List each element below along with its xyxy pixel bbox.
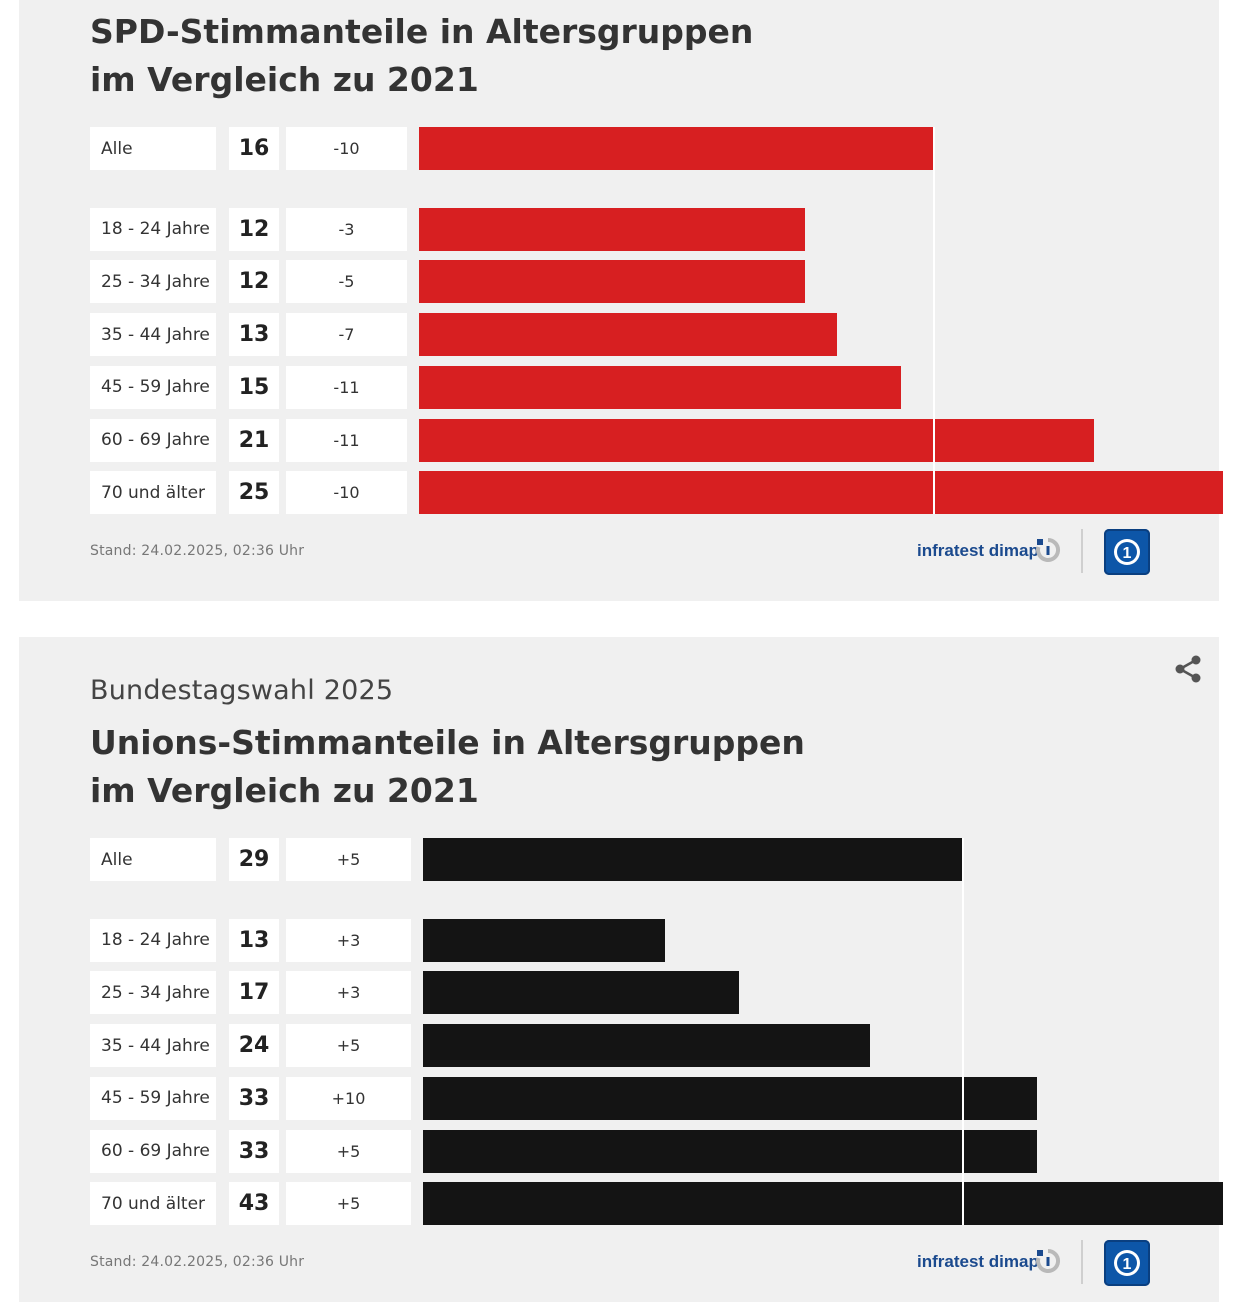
value-label: 12 [229, 260, 279, 304]
category-label: 18 - 24 Jahre [90, 918, 216, 962]
category-label: 70 und älter [90, 1182, 216, 1226]
category-label: 25 - 34 Jahre [90, 260, 216, 304]
svg-text:1: 1 [1123, 1256, 1132, 1273]
stand-timestamp: Stand: 24.02.2025, 02:36 Uhr [90, 543, 305, 559]
logo-divider [1081, 529, 1083, 573]
chart-row: 18 - 24 Jahre 12 -3 [90, 207, 1223, 251]
change-label: -5 [286, 260, 407, 304]
chart-title-line: im Vergleich zu 2021 [90, 771, 479, 810]
change-label: +3 [286, 918, 411, 962]
value-label: 25 [229, 471, 279, 515]
tagesschau-icon: 1 [1104, 1240, 1150, 1286]
bar [419, 127, 934, 170]
chart-row: 60 - 69 Jahre 33 +5 [90, 1129, 1223, 1173]
change-label: +5 [286, 1129, 411, 1173]
svg-text:1: 1 [1123, 545, 1132, 562]
category-label: 45 - 59 Jahre [90, 365, 216, 409]
bar [423, 1182, 1223, 1226]
change-label: -11 [286, 418, 407, 462]
chart-row: 25 - 34 Jahre 12 -5 [90, 260, 1223, 304]
chart-row: 35 - 44 Jahre 24 +5 [90, 1024, 1223, 1068]
tagesschau-icon: 1 [1104, 529, 1150, 575]
spd-chart-panel: SPD-Stimmanteile in Altersgruppen im Ver… [19, 0, 1223, 601]
bar [423, 918, 665, 962]
change-label: -7 [286, 313, 407, 357]
category-label: 35 - 44 Jahre [90, 313, 216, 357]
change-label: +10 [286, 1076, 411, 1120]
value-label: 16 [229, 127, 279, 170]
chart-row: 60 - 69 Jahre 21 -11 [90, 418, 1223, 462]
bar [419, 418, 1095, 462]
value-label: 29 [229, 838, 279, 881]
bar [423, 838, 963, 881]
value-label: 17 [229, 971, 279, 1015]
stand-timestamp: Stand: 24.02.2025, 02:36 Uhr [90, 1254, 305, 1270]
chart-row: Alle 16 -10 [90, 127, 1223, 170]
chart-title-line: im Vergleich zu 2021 [90, 60, 479, 99]
change-label: -11 [286, 365, 407, 409]
reference-line [961, 838, 964, 1226]
change-label: +5 [286, 838, 411, 881]
category-label: 60 - 69 Jahre [90, 1129, 216, 1173]
bar [419, 260, 805, 304]
bar [419, 365, 902, 409]
bar [423, 1129, 1037, 1173]
chart-row: 45 - 59 Jahre 33 +10 [90, 1076, 1223, 1120]
chart-row: 18 - 24 Jahre 13 +3 [90, 918, 1223, 962]
category-label: 70 und älter [90, 471, 216, 515]
bar [423, 1024, 870, 1068]
chart-title-line: SPD-Stimmanteile in Altersgruppen [90, 12, 754, 51]
category-label: Alle [90, 127, 216, 170]
value-label: 24 [229, 1024, 279, 1068]
change-label: +3 [286, 971, 411, 1015]
value-label: 33 [229, 1076, 279, 1120]
change-label: -10 [286, 471, 407, 515]
chart-title: SPD-Stimmanteile in Altersgruppen im Ver… [90, 8, 753, 104]
category-label: 25 - 34 Jahre [90, 971, 216, 1015]
chart-title-line: Unions-Stimmanteile in Altersgruppen [90, 723, 805, 762]
chart-title: Unions-Stimmanteile in Altersgruppen im … [90, 719, 805, 815]
bar [423, 971, 740, 1015]
bar [419, 207, 805, 251]
share-icon[interactable] [1172, 653, 1204, 685]
value-label: 43 [229, 1182, 279, 1226]
chart-row: 25 - 34 Jahre 17 +3 [90, 971, 1223, 1015]
change-label: -10 [286, 127, 407, 170]
chart-supertitle: Bundestagswahl 2025 [90, 675, 394, 706]
category-label: 60 - 69 Jahre [90, 418, 216, 462]
value-label: 15 [229, 365, 279, 409]
infratest-dimap-icon [1036, 537, 1061, 562]
change-label: -3 [286, 207, 407, 251]
value-label: 33 [229, 1129, 279, 1173]
category-label: 35 - 44 Jahre [90, 1024, 216, 1068]
value-label: 13 [229, 313, 279, 357]
union-chart-panel: Bundestagswahl 2025 Unions-Stimmanteile … [19, 637, 1223, 1302]
value-label: 12 [229, 207, 279, 251]
value-label: 13 [229, 918, 279, 962]
chart-row: Alle 29 +5 [90, 838, 1223, 881]
category-label: Alle [90, 838, 216, 881]
infratest-dimap-logo: infratest dimap [917, 541, 1039, 560]
category-label: 18 - 24 Jahre [90, 207, 216, 251]
infratest-dimap-icon [1036, 1248, 1061, 1273]
category-label: 45 - 59 Jahre [90, 1076, 216, 1120]
change-label: +5 [286, 1182, 411, 1226]
bar [423, 1076, 1037, 1120]
chart-row: 35 - 44 Jahre 13 -7 [90, 313, 1223, 357]
bar [419, 313, 838, 357]
change-label: +5 [286, 1024, 411, 1068]
value-label: 21 [229, 418, 279, 462]
chart-row: 45 - 59 Jahre 15 -11 [90, 365, 1223, 409]
infratest-dimap-logo: infratest dimap [917, 1252, 1039, 1271]
bar [419, 471, 1223, 515]
chart-row: 70 und älter 43 +5 [90, 1182, 1223, 1226]
logo-divider [1081, 1240, 1083, 1284]
reference-line [932, 127, 935, 515]
chart-row: 70 und älter 25 -10 [90, 471, 1223, 515]
